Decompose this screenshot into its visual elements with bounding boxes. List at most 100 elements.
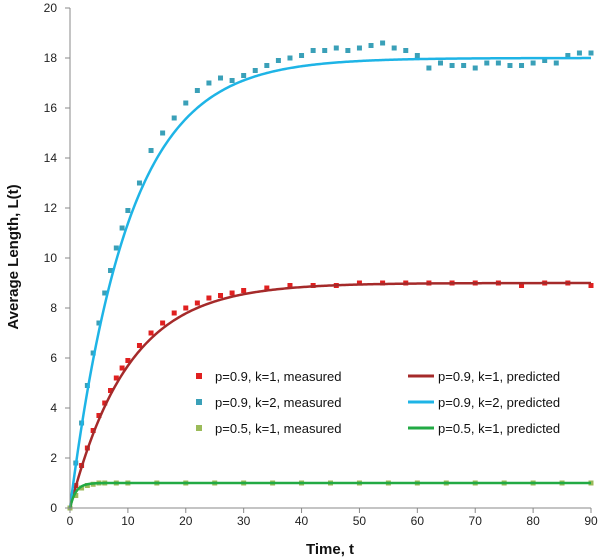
data-point (148, 148, 154, 153)
axes (65, 7, 592, 513)
data-point (206, 80, 212, 86)
data-point (519, 63, 525, 68)
legend-marker (196, 399, 202, 405)
data-point (119, 225, 125, 231)
y-tick-label: 8 (50, 301, 57, 315)
data-point (380, 40, 386, 46)
legend-marker (196, 373, 202, 379)
data-point (102, 290, 108, 296)
y-tick-label: 16 (44, 101, 58, 115)
legend: p=0.9, k=1, measured p=0.9, k=2, measured… (196, 369, 560, 436)
y-tick-label: 10 (44, 251, 58, 265)
data-point (356, 45, 362, 51)
y-tick-label: 18 (44, 51, 58, 65)
data-point (79, 485, 85, 491)
data-point (461, 63, 467, 68)
data-point (437, 60, 443, 66)
y-axis-title: Average Length, L(t) (5, 184, 22, 329)
tick-labels: 0 10 20 30 40 50 60 70 80 90 0 2 4 6 8 10 12 14 16 18 20 (44, 1, 598, 528)
y-tick-label: 12 (44, 201, 58, 215)
data-point (73, 493, 79, 498)
data-point (125, 208, 131, 213)
data-point (241, 73, 247, 78)
y-tick-label: 2 (50, 451, 57, 465)
data-point (136, 343, 142, 348)
data-point (206, 295, 212, 301)
data-point (576, 50, 582, 56)
data-point (472, 65, 478, 71)
y-tick-label: 0 (50, 501, 57, 515)
data-point (565, 53, 571, 58)
data-point (108, 268, 114, 273)
x-tick-label: 60 (411, 514, 425, 528)
data-point (275, 58, 281, 63)
data-point (90, 350, 96, 356)
data-point (194, 300, 200, 306)
data-point (333, 45, 339, 51)
data-point (345, 48, 351, 53)
data-point (113, 375, 119, 381)
legend-label: p=0.9, k=2, predicted (438, 395, 560, 410)
data-point (102, 400, 108, 406)
data-point (310, 48, 316, 53)
data-point (229, 78, 235, 83)
x-tick-label: 0 (67, 514, 74, 528)
data-point (113, 245, 119, 251)
legend-label: p=0.5, k=1, measured (215, 421, 341, 436)
data-point (403, 48, 409, 53)
data-point (299, 53, 305, 58)
data-point (218, 293, 224, 298)
x-tick-label: 30 (237, 514, 251, 528)
series-markers (67, 40, 594, 511)
marker-layer (67, 40, 594, 511)
x-tick-label: 50 (353, 514, 367, 528)
x-axis-title: Time, t (306, 541, 354, 558)
data-point (108, 388, 114, 393)
data-point (530, 60, 536, 66)
data-point (183, 100, 189, 106)
data-point (136, 180, 142, 186)
x-tick-label: 80 (526, 514, 540, 528)
data-point (160, 130, 166, 136)
data-point (391, 45, 397, 51)
data-point (287, 283, 293, 288)
legend-marker (196, 425, 202, 431)
data-point (495, 60, 501, 66)
series-line (68, 481, 591, 509)
legend-label: p=0.9, k=1, predicted (438, 369, 560, 384)
data-point (218, 75, 224, 81)
data-point (183, 305, 189, 311)
legend-label: p=0.9, k=2, measured (215, 395, 341, 410)
data-point (171, 310, 177, 316)
y-tick-label: 6 (50, 351, 57, 365)
series-line (68, 281, 591, 509)
data-point (588, 50, 594, 56)
x-tick-label: 40 (295, 514, 309, 528)
x-tick-label: 10 (121, 514, 135, 528)
data-point (426, 65, 432, 71)
data-point (96, 413, 102, 418)
data-point (171, 115, 177, 121)
data-point (125, 358, 131, 363)
series-markers (67, 480, 594, 511)
data-point (449, 63, 455, 68)
data-point (148, 330, 154, 336)
data-point (287, 55, 293, 61)
data-point (542, 58, 548, 63)
data-point (553, 60, 559, 66)
data-point (519, 283, 525, 288)
legend-label: p=0.5, k=1, predicted (438, 421, 560, 436)
data-point (264, 63, 270, 68)
line-layer (68, 56, 591, 509)
data-point (241, 288, 247, 293)
data-point (368, 43, 374, 48)
data-point (229, 290, 235, 296)
data-point (96, 320, 102, 326)
data-point (507, 63, 513, 68)
data-point (322, 48, 328, 53)
y-tick-label: 4 (50, 401, 57, 415)
data-point (252, 68, 258, 73)
y-tick-label: 14 (44, 151, 58, 165)
series-line (68, 56, 591, 509)
